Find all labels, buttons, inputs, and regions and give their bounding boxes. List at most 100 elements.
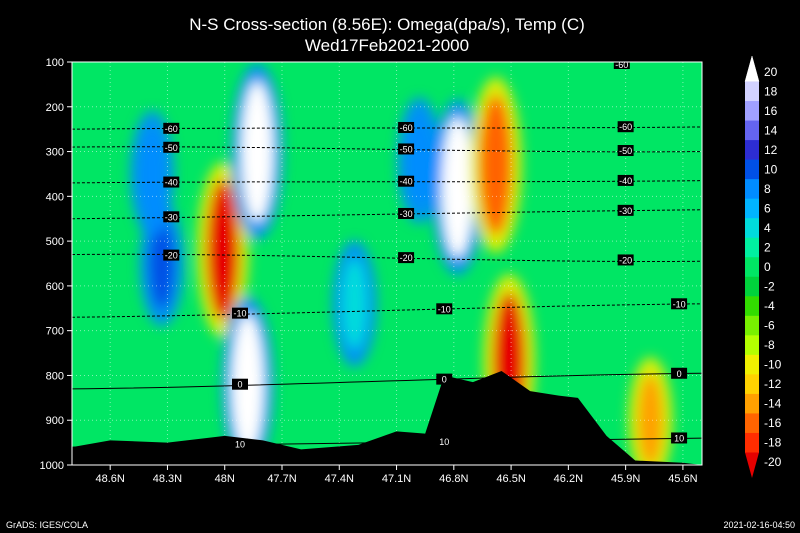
contour-label-bg — [163, 176, 180, 188]
temp-contour--30 — [72, 209, 702, 220]
omega-core-7 — [140, 128, 165, 219]
footer-right: 2021-02-16-04:50 — [723, 520, 795, 530]
colorbar-swatch — [745, 393, 759, 414]
contour-label: -30 — [400, 209, 413, 219]
y-tick-label: 400 — [46, 191, 64, 203]
plot-area: -60 -60 -60 -50 -50 -50 -40 -40 -40 -30 -30 -30 -20 -… — [72, 60, 702, 465]
x-tick-label: 46.5N — [496, 473, 525, 485]
temp-contour--60 — [72, 126, 702, 130]
omega-core-10 — [342, 258, 367, 349]
y-tick-label: 900 — [46, 415, 64, 427]
contour-label: -20 — [619, 255, 632, 265]
x-tick-label: 48.3N — [153, 473, 182, 485]
y-tick-label: 600 — [46, 281, 64, 293]
plot-frame — [71, 61, 703, 466]
contour-label: -20 — [165, 251, 178, 261]
colorbar-swatch — [745, 237, 759, 258]
colorbar-label: -2 — [764, 280, 775, 294]
contour-label-bg — [617, 174, 634, 186]
colorbar-swatch — [745, 198, 759, 219]
colorbar-label: -20 — [764, 455, 782, 469]
colorbar-swatch — [745, 140, 759, 161]
y-tick-label: 700 — [46, 326, 64, 338]
contour-label: -40 — [165, 178, 178, 188]
contour-label-bg — [436, 435, 453, 447]
colorbar-label: 2 — [764, 240, 771, 254]
contour-label-bg — [613, 62, 630, 69]
colorbar-swatch — [745, 374, 759, 395]
contour-label: 10 — [674, 433, 684, 443]
temp-contour--50 — [72, 146, 702, 153]
x-tick-label: 45.9N — [611, 473, 640, 485]
contour-label: 10 — [439, 437, 449, 447]
colorbar-label: -14 — [764, 397, 782, 411]
contour-label-bg — [617, 121, 634, 133]
y-tick-label: 1000 — [40, 460, 64, 472]
temp-contour--10 — [72, 303, 702, 318]
contour-label-bg — [617, 145, 634, 157]
contour-label: 0 — [237, 380, 242, 390]
colorbar-label: 8 — [764, 182, 771, 196]
y-tick-label: 800 — [46, 370, 64, 382]
omega-core-3 — [441, 117, 474, 258]
x-tick-label: 47.1N — [382, 473, 411, 485]
x-tick-label: 46.8N — [439, 473, 468, 485]
contour-label-bg — [398, 143, 415, 155]
contour-label: -10 — [673, 299, 686, 309]
contour-label-bg — [617, 204, 634, 216]
x-tick-label: 48N — [215, 473, 235, 485]
x-tick-label: 47.4N — [325, 473, 354, 485]
colorbar-swatch — [745, 413, 759, 434]
contour-label: -30 — [165, 212, 178, 222]
colorbar-swatch — [745, 257, 759, 278]
colorbar: 20181614121086420-2-4-6-8-10-12-14-16-18… — [744, 55, 782, 478]
temp-contour--20 — [72, 253, 702, 263]
colorbar-label: 0 — [764, 260, 771, 274]
contour-label: -30 — [619, 206, 632, 216]
contour-label-bg — [436, 303, 453, 315]
terrain-mask — [72, 370, 702, 465]
y-axis: 100 200 300 400 500 600 700 800 900 1000 — [40, 57, 72, 472]
contour-label: 0 — [442, 375, 447, 385]
contour-label-top: -60 — [615, 60, 628, 70]
x-tick-label: 46.2N — [554, 473, 583, 485]
colorbar-swatch — [745, 296, 759, 317]
contour-label-bg — [671, 298, 688, 310]
colorbar-label: 10 — [764, 162, 778, 176]
y-tick-label: 100 — [46, 57, 64, 69]
omega-core-0 — [206, 180, 239, 321]
contour-label: -60 — [619, 122, 632, 132]
x-tick-label: 47.7N — [267, 473, 296, 485]
contour-label: -20 — [400, 253, 413, 263]
y-tick-label: 200 — [46, 102, 64, 114]
colorbar-label: 16 — [764, 104, 778, 118]
footer-left: GrADS: IGES/COLA — [6, 520, 88, 530]
contour-label: 10 — [235, 440, 245, 450]
chart-subtitle: Wed17Feb2021-2000 — [305, 36, 469, 55]
contour-label-bg — [232, 438, 248, 450]
temp-contour--40 — [72, 180, 702, 184]
colorbar-swatch — [745, 81, 759, 102]
colorbar-label: 20 — [764, 65, 778, 79]
colorbar-swatch — [745, 218, 759, 239]
x-axis: 48.6N 48.3N 48N 47.7N 47.4N 47.1N 46.8N 46.5N 46… — [96, 465, 698, 485]
colorbar-label: 12 — [764, 143, 778, 157]
colorbar-label: -6 — [764, 319, 775, 333]
colorbar-label: -8 — [764, 338, 775, 352]
contour-label-bg — [671, 367, 688, 379]
contour-label: -40 — [619, 176, 632, 186]
colorbar-label: 6 — [764, 201, 771, 215]
contour-label-bg — [232, 307, 248, 319]
colorbar-swatch — [745, 335, 759, 356]
contour-label-bg — [163, 122, 180, 134]
colorbar-bottom-arrow — [745, 452, 759, 478]
contour-label: -50 — [400, 144, 413, 154]
contour-label: -50 — [619, 146, 632, 156]
colorbar-label: -10 — [764, 358, 782, 372]
temp-contour-0 — [72, 372, 702, 390]
colorbar-swatch — [745, 354, 759, 375]
x-tick-label: 48.6N — [96, 473, 125, 485]
contour-label: -10 — [233, 309, 246, 319]
contour-label: -50 — [165, 143, 178, 153]
